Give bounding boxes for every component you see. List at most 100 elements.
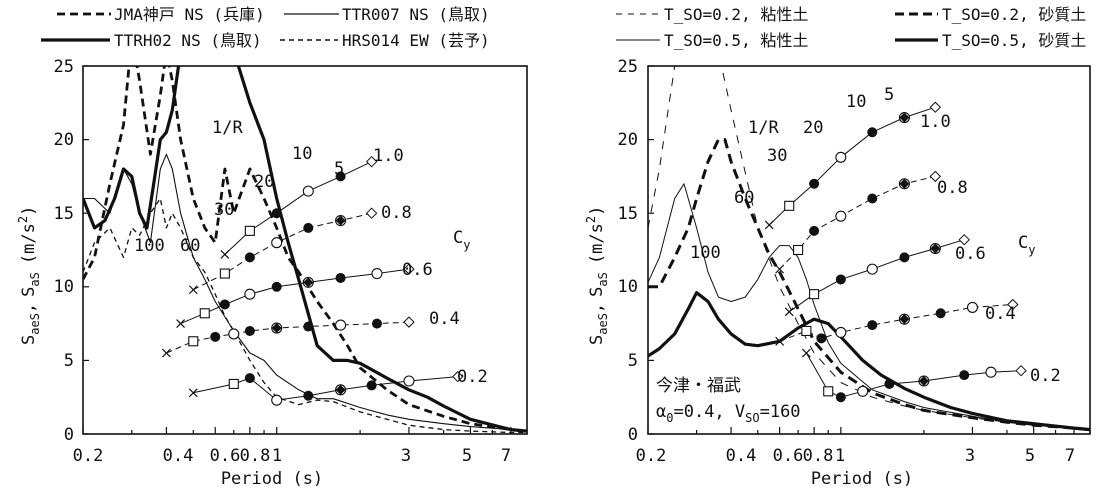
left-xtick-label-7: 7 (501, 446, 511, 466)
right-xtick-marks (647, 427, 1091, 434)
legend-label-hrs014: HRS014 EW (芸予) (342, 31, 490, 50)
right-cy-marker (775, 336, 785, 346)
right-r-value-60: 60 (734, 188, 754, 208)
left-cy-marker (335, 384, 346, 395)
right-cy-value-1.0: 1.0 (920, 112, 951, 132)
left-cy-marker (244, 252, 255, 263)
left-plot-frame (82, 65, 528, 435)
right-r-value-30: 30 (767, 146, 787, 166)
left-legend: JMA神戸 NS (兵庫) TTR007 NS (鳥取) TTRH02 NS (… (41, 5, 490, 50)
right-cy-marker (867, 320, 878, 331)
left-xtick-label-0.4: 0.4 (163, 446, 194, 466)
right-ytick-label-10: 10 (618, 277, 638, 297)
left-cy-marker (219, 299, 230, 310)
left-cy-value-0.6: 0.6 (402, 260, 433, 280)
legend-label-t05-clay: T_SO=0.5, 粘性土 (664, 31, 808, 50)
left-ytick-label-15: 15 (54, 204, 74, 224)
right-ytick-label-5: 5 (628, 351, 638, 371)
right-cy-marker (867, 127, 878, 138)
right-ytick-label-15: 15 (618, 204, 638, 224)
left-cy-curve-1.0 (224, 161, 372, 255)
right-cy-marker (867, 193, 878, 204)
right-ytick-marks (648, 65, 654, 435)
left-cy-marker (365, 155, 378, 168)
right-r-value-100: 100 (690, 243, 721, 263)
left-cy-marker (303, 222, 314, 233)
left-cy-marker (335, 171, 346, 182)
left-xtick-label-3: 3 (401, 446, 411, 466)
right-cy-marker (775, 264, 785, 274)
left-xtick-label-5: 5 (462, 446, 472, 466)
left-r-value-10: 10 (292, 144, 312, 164)
left-cy-label: Cy (453, 228, 470, 252)
left-cy-value-1.0: 1.0 (373, 146, 404, 166)
right-cy-marker (1015, 364, 1027, 377)
right-cy-marker (929, 101, 942, 113)
left-cy-marker (371, 318, 382, 329)
left-series-line-1 (83, 153, 527, 432)
right-cy-marker (899, 314, 910, 325)
left-r-label: 1/R (212, 118, 243, 138)
left-cy-marker (271, 208, 282, 219)
left-cy-marker (452, 370, 464, 383)
right-xtick-label-0.8: 0.8 (803, 446, 834, 466)
left-r-value-100: 100 (134, 236, 165, 256)
right-ytick-label-0: 0 (628, 425, 638, 445)
left-cy-marker (303, 390, 314, 401)
left-cy-marker (176, 319, 186, 329)
right-cy-marker (816, 333, 827, 344)
left-r-value-60: 60 (180, 236, 200, 256)
left-cy-marker (403, 375, 415, 387)
left-cy-marker (335, 272, 346, 283)
left-cy-marker (219, 268, 230, 279)
right-cy-label: Cy (1018, 233, 1035, 257)
left-xtick-marks (82, 427, 528, 434)
right-plot-area (648, 66, 1090, 432)
right-cy-marker (899, 178, 910, 189)
right-series-line-1 (648, 138, 1090, 432)
right-plot-frame (647, 65, 1091, 435)
left-xtick-label-0.2: 0.2 (73, 446, 104, 466)
right-xtick-label-0.6: 0.6 (773, 446, 804, 466)
left-xlabel: Period (s) (221, 469, 323, 489)
right-cy-marker (801, 348, 811, 358)
right-cy-marker (966, 301, 979, 313)
right-cy-marker (985, 366, 997, 378)
left-cy-marker (188, 285, 198, 295)
right-r-value-10: 10 (846, 92, 866, 112)
legend-label-t02-sand: T_SO=0.2, 砂質土 (942, 5, 1086, 24)
left-xtick-label-0.6: 0.6 (210, 446, 241, 466)
left-cy-marker (302, 185, 314, 197)
left-cy-marker (220, 249, 230, 259)
left-xtick-label-1: 1 (272, 446, 282, 466)
right-cy-value-0.8: 0.8 (937, 178, 968, 198)
right-cy-marker (809, 225, 820, 236)
right-cy-marker (784, 307, 794, 317)
right-cy-marker (884, 378, 895, 389)
svg-text:SaeS,SaS(m/s2): SaeS,SaS(m/s2) (16, 206, 42, 345)
right-xlabel: Period (s) (811, 469, 913, 489)
right-panel: 0 5 10 15 20 25 0.2 0.4 0.6 0.8 1 3 5 7 … (584, 57, 1091, 489)
left-cy-marker (228, 378, 239, 390)
legend-label-ttr007: TTR007 NS (鳥取) (342, 5, 490, 24)
right-cy-curve-0.4 (779, 304, 1013, 342)
left-cy-marker (188, 336, 199, 347)
left-cy-value-0.8: 0.8 (381, 203, 412, 223)
right-cy-value-0.2: 0.2 (1030, 366, 1061, 386)
right-cy-marker (835, 210, 847, 222)
right-cy-marker (929, 170, 942, 183)
left-cy-marker (271, 237, 283, 249)
legend-label-jma: JMA神戸 NS (兵庫) (114, 5, 265, 24)
left-ytick-marks (83, 65, 89, 435)
right-cy-marker (809, 289, 820, 300)
right-cy-marker (835, 392, 846, 403)
left-ytick-label-0: 0 (64, 425, 74, 445)
left-series-line-2 (83, 66, 527, 433)
left-cy-marker (162, 348, 171, 358)
svg-text:SaeS,SaS(m/s2): SaeS,SaS(m/s2) (584, 206, 610, 345)
left-cy-marker (244, 288, 256, 300)
left-ytick-label-20: 20 (54, 130, 74, 150)
right-cy-marker (918, 376, 929, 387)
right-cy-marker (835, 274, 846, 285)
right-r-value-5: 5 (884, 85, 894, 105)
